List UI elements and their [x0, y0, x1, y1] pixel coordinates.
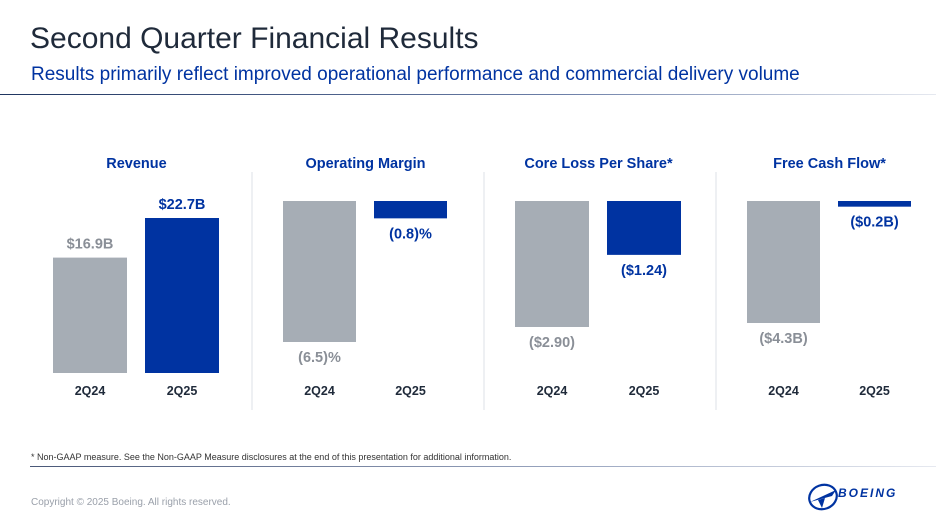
boeing-logo-icon — [808, 483, 838, 511]
free-cash-flow-value-label-2q25: ($0.2B) — [850, 215, 899, 231]
operating-margin-bar-2q25 — [374, 201, 447, 219]
core-loss-per-share-bar-2q25 — [607, 201, 681, 255]
page-subtitle: Results primarily reflect improved opera… — [31, 64, 800, 85]
revenue-bar-2q25 — [145, 218, 219, 373]
core-loss-per-share-value-label-2q24: ($2.90) — [529, 335, 575, 351]
footnote: * Non-GAAP measure. See the Non-GAAP Mea… — [31, 452, 512, 462]
free-cash-flow-bar-2q25 — [838, 201, 911, 207]
charts-area: Revenue $16.9B 2Q24 $22.7B 2Q25 Operating Mar… — [53, 156, 911, 410]
revenue-title: Revenue — [106, 156, 166, 172]
core-loss-per-share-bar-2q24 — [515, 201, 589, 327]
revenue-value-label-2q25: $22.7B — [159, 197, 206, 213]
header-divider — [0, 94, 936, 95]
core-loss-per-share-category-label-2q24: 2Q24 — [537, 384, 568, 398]
revenue-value-label-2q24: $16.9B — [67, 237, 114, 253]
page-title: Second Quarter Financial Results — [30, 22, 479, 55]
operating-margin-value-label-2q24: (6.5)% — [298, 350, 341, 366]
revenue-category-label-2q25: 2Q25 — [167, 384, 198, 398]
revenue-category-label-2q24: 2Q24 — [75, 384, 106, 398]
operating-margin-bar-2q24 — [283, 201, 356, 342]
operating-margin-title: Operating Margin — [305, 156, 425, 172]
core-loss-per-share-value-label-2q25: ($1.24) — [621, 263, 667, 279]
boeing-logo-text: BOEING — [838, 486, 898, 500]
revenue-bar-2q24 — [53, 257, 127, 373]
free-cash-flow-bar-2q24 — [747, 201, 820, 323]
operating-margin-value-label-2q25: (0.8)% — [389, 226, 432, 242]
operating-margin-category-label-2q25: 2Q25 — [395, 384, 426, 398]
footer-divider — [30, 466, 936, 467]
free-cash-flow-category-label-2q25: 2Q25 — [859, 384, 890, 398]
operating-margin-category-label-2q24: 2Q24 — [304, 384, 335, 398]
free-cash-flow-title: Free Cash Flow* — [773, 156, 886, 172]
free-cash-flow-value-label-2q24: ($4.3B) — [759, 331, 808, 347]
copyright: Copyright © 2025 Boeing. All rights rese… — [31, 497, 231, 508]
core-loss-per-share-category-label-2q25: 2Q25 — [629, 384, 660, 398]
core-loss-per-share-title: Core Loss Per Share* — [524, 156, 673, 172]
free-cash-flow-category-label-2q24: 2Q24 — [768, 384, 799, 398]
